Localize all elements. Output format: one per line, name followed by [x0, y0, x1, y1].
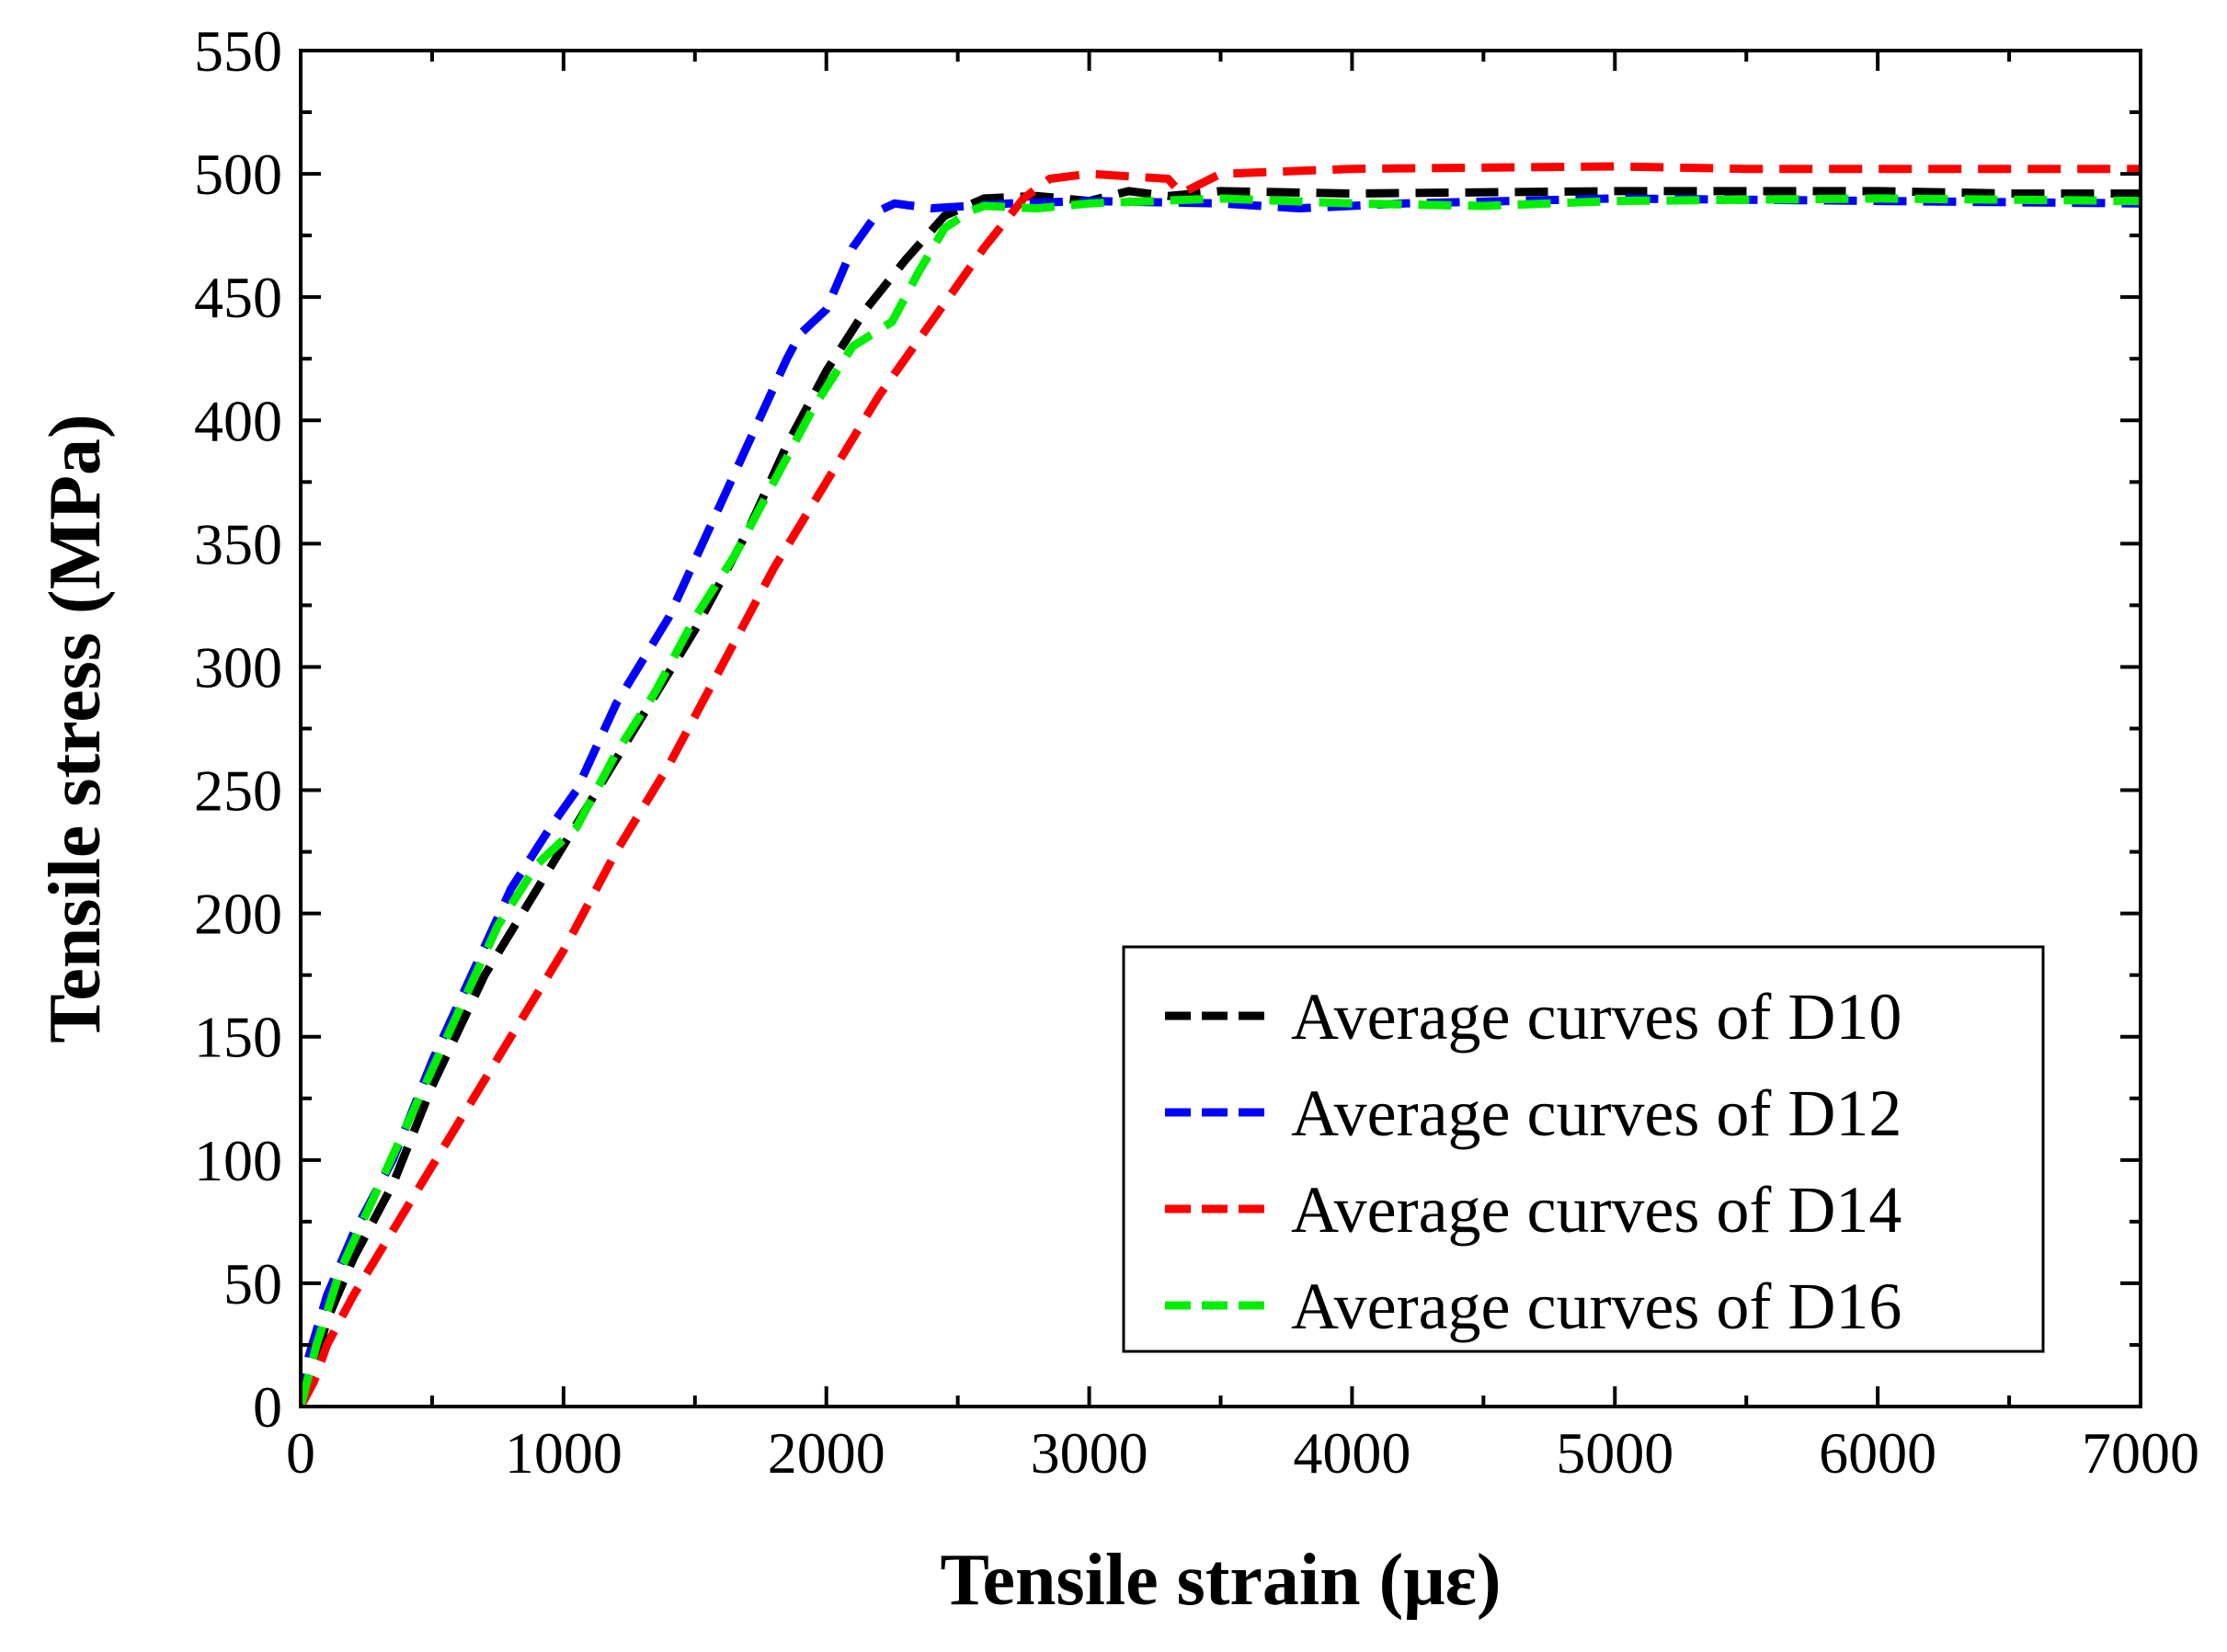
- y-tick-label: 250: [194, 758, 282, 824]
- legend-item-1: Average curves of D10: [1165, 980, 1902, 1054]
- y-tick-label: 300: [194, 634, 282, 700]
- legend-label: Average curves of D14: [1291, 1173, 1902, 1247]
- y-axis-title: Tensile stress (MPa): [35, 414, 116, 1042]
- y-tick-label: 550: [194, 18, 282, 84]
- legend-item-2: Average curves of D12: [1165, 1077, 1902, 1150]
- x-tick-label: 6000: [1819, 1420, 1936, 1486]
- x-tick-label: 2000: [768, 1420, 885, 1486]
- y-tick-label: 150: [194, 1005, 282, 1070]
- y-tick-label: 100: [194, 1128, 282, 1193]
- series-line-3: [301, 162, 2141, 1407]
- x-tick-label: 4000: [1293, 1420, 1410, 1486]
- x-tick-label: 5000: [1556, 1420, 1673, 1486]
- y-tick-label: 400: [194, 388, 282, 453]
- y-tick-label: 50: [223, 1251, 282, 1316]
- x-tick-label: 7000: [2082, 1420, 2199, 1486]
- y-tick-label: 500: [194, 142, 282, 207]
- legend-label: Average curves of D12: [1291, 1077, 1902, 1150]
- legend-item-4: Average curves of D16: [1165, 1270, 1902, 1343]
- series-line-2: [301, 194, 2141, 1407]
- y-tick-label: 350: [194, 511, 282, 576]
- legend-box: [1122, 945, 2045, 1353]
- y-tick-label: 0: [253, 1374, 282, 1440]
- y-tick-label: 450: [194, 265, 282, 330]
- x-axis-title: Tensile strain (με): [941, 1540, 1502, 1621]
- x-tick-label: 0: [286, 1420, 315, 1486]
- x-tick-label: 1000: [505, 1420, 622, 1486]
- legend-item-3: Average curves of D14: [1165, 1173, 1902, 1247]
- y-tick-label: 200: [194, 882, 282, 947]
- series-line-1: [301, 187, 2141, 1407]
- legend-label: Average curves of D16: [1291, 1270, 1902, 1343]
- axes-layer: 0 1000 2000 3000 4000 5000 6000 7000 0 50 100 150 20…: [194, 18, 2199, 1486]
- legend: Average curves of D10 Average curves of D…: [1122, 945, 2045, 1353]
- x-tick-label: 3000: [1031, 1420, 1148, 1486]
- series-layer: [301, 162, 2141, 1407]
- legend-label: Average curves of D10: [1291, 980, 1902, 1054]
